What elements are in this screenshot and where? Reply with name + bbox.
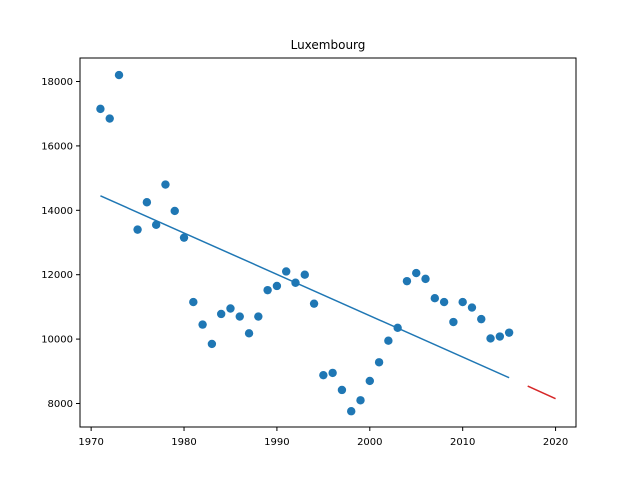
data-point <box>263 285 272 295</box>
data-point <box>179 233 189 242</box>
data-point <box>421 274 430 284</box>
data-point <box>495 332 505 341</box>
data-point <box>105 114 114 123</box>
data-point <box>356 396 365 405</box>
data-point <box>216 309 226 319</box>
data-point <box>449 317 458 327</box>
data-point <box>439 297 449 307</box>
data-point <box>384 336 393 345</box>
x-tick-label: 2020 <box>543 437 568 448</box>
x-tick-label: 2000 <box>357 437 382 448</box>
y-tick-label: 12000 <box>41 270 73 281</box>
data-point <box>412 268 421 278</box>
x-axis: 1970 1980 1990 2000 2010 2020 <box>78 427 568 448</box>
x-tick-label: 1980 <box>171 437 196 448</box>
chart-title: Luxembourg <box>291 38 366 52</box>
x-tick-label: 1990 <box>264 437 289 448</box>
data-point <box>272 281 282 291</box>
data-point <box>347 407 356 416</box>
data-point <box>96 104 105 114</box>
data-point <box>467 303 477 312</box>
data-point <box>430 294 440 303</box>
data-point <box>207 339 217 349</box>
axes-frame <box>79 57 577 428</box>
data-point <box>365 376 374 386</box>
x-tick-label: 1970 <box>78 437 103 448</box>
plot-area <box>96 70 556 416</box>
data-point <box>486 334 495 343</box>
data-point <box>282 267 291 276</box>
data-point <box>254 312 263 321</box>
data-point <box>328 368 337 378</box>
y-axis: 8000 10000 12000 14000 16000 18000 <box>41 77 80 410</box>
data-point <box>244 329 254 338</box>
y-tick-label: 8000 <box>48 399 73 410</box>
data-point <box>133 225 142 234</box>
data-point <box>235 312 244 321</box>
data-point <box>477 314 486 324</box>
y-tick-label: 10000 <box>41 335 73 346</box>
data-point <box>170 206 179 216</box>
data-point <box>309 299 319 308</box>
trend-line <box>100 195 510 379</box>
y-tick-label: 14000 <box>41 206 73 217</box>
data-point <box>226 304 235 313</box>
data-point <box>114 70 124 80</box>
data-point <box>458 297 467 307</box>
data-point <box>189 297 198 307</box>
forecast-line <box>527 385 556 400</box>
data-point <box>300 270 309 279</box>
data-point <box>319 370 328 380</box>
data-point <box>142 198 152 207</box>
data-point <box>402 276 412 286</box>
data-point <box>161 180 170 189</box>
y-tick-label: 18000 <box>41 77 73 88</box>
x-tick-label: 2010 <box>450 437 475 448</box>
data-point <box>337 385 347 395</box>
data-point <box>374 358 384 367</box>
data-point <box>198 320 207 329</box>
data-point <box>504 328 514 337</box>
y-tick-label: 16000 <box>41 141 73 152</box>
data-point <box>151 220 161 229</box>
